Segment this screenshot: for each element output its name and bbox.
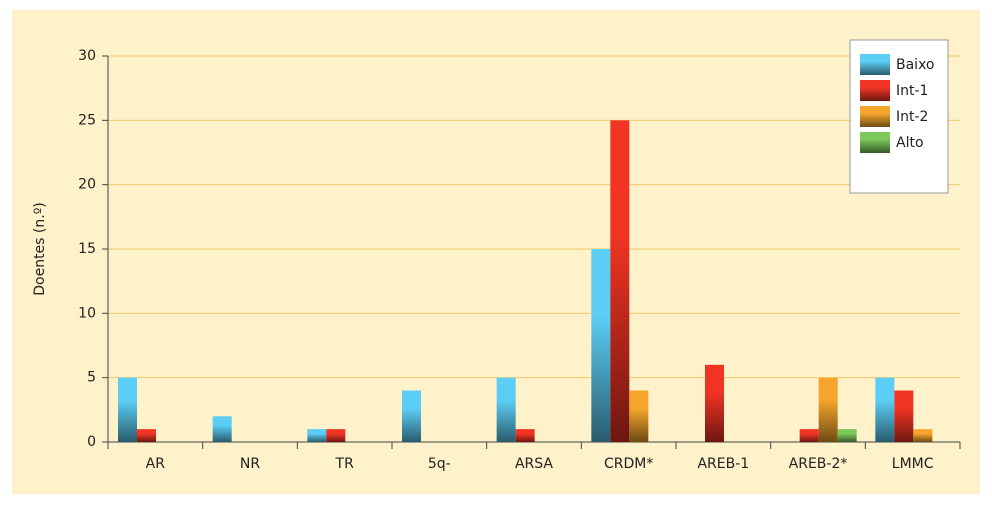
x-tick-label: LMMC bbox=[892, 456, 934, 472]
bar bbox=[118, 377, 137, 442]
y-tick-label: 30 bbox=[78, 48, 96, 64]
bar bbox=[515, 429, 535, 442]
legend-swatch bbox=[860, 80, 890, 101]
y-tick-label: 5 bbox=[87, 370, 96, 386]
y-tick-label: 15 bbox=[78, 241, 96, 257]
bar bbox=[137, 429, 156, 442]
bar bbox=[402, 390, 421, 442]
legend-label: Int-2 bbox=[896, 109, 928, 125]
legend-label: Alto bbox=[896, 135, 924, 151]
bar bbox=[875, 377, 895, 442]
x-tick-label: AR bbox=[146, 456, 166, 472]
x-tick-label: ARSA bbox=[515, 456, 553, 472]
bar bbox=[629, 390, 649, 442]
x-tick-label: AREB-2* bbox=[789, 456, 848, 472]
bar bbox=[212, 416, 232, 442]
bar bbox=[837, 429, 857, 442]
legend-swatch bbox=[860, 132, 890, 153]
y-axis-label: Doentes (n.º) bbox=[32, 202, 48, 296]
bar bbox=[496, 377, 516, 442]
x-tick-label: 5q- bbox=[428, 456, 451, 472]
bar bbox=[307, 429, 327, 442]
legend-swatch bbox=[860, 106, 890, 127]
bar bbox=[326, 429, 346, 442]
y-tick-label: 20 bbox=[78, 177, 96, 193]
x-tick-label: CRDM* bbox=[604, 456, 653, 472]
legend-label: Int-1 bbox=[896, 83, 928, 99]
x-tick-label: NR bbox=[240, 456, 260, 472]
bar bbox=[799, 429, 819, 442]
legend-label: Baixo bbox=[896, 57, 935, 73]
x-tick-label: AREB-1 bbox=[697, 456, 749, 472]
y-tick-label: 25 bbox=[78, 112, 96, 128]
y-tick-label: 10 bbox=[78, 305, 96, 321]
bar bbox=[610, 120, 630, 442]
bar bbox=[591, 249, 611, 442]
legend-swatch bbox=[860, 54, 890, 75]
bar bbox=[913, 429, 933, 442]
y-tick-label: 0 bbox=[87, 434, 96, 450]
bar bbox=[705, 364, 724, 442]
x-tick-label: TR bbox=[335, 456, 355, 472]
bar bbox=[894, 390, 914, 442]
bar bbox=[818, 377, 838, 442]
